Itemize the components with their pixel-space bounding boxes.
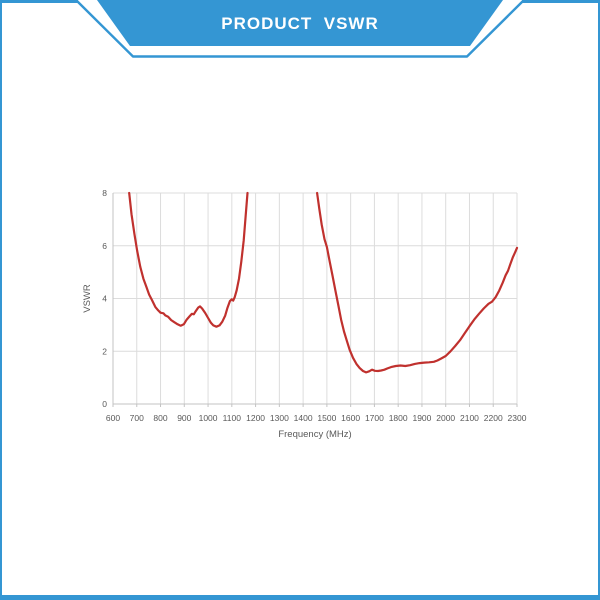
banner-title: PRODUCT VSWR	[221, 14, 379, 33]
x-tick-label: 2000	[436, 413, 455, 423]
x-tick-label: 1500	[317, 413, 336, 423]
banner-ribbon-outline	[75, 0, 525, 58]
banner-top-strip-right	[522, 0, 600, 3]
vswr-curve	[128, 191, 519, 374]
x-tick-label: 1100	[223, 413, 242, 423]
y-tick-label: 8	[102, 188, 107, 198]
x-tick-label: 600	[106, 413, 120, 423]
page-border-bottom	[0, 595, 600, 600]
x-tick-label: 1900	[412, 413, 431, 423]
x-tick-label: 1300	[270, 413, 289, 423]
axis-lines	[112, 193, 518, 407]
x-tick-label: 1200	[246, 413, 265, 423]
y-tick-label: 0	[102, 399, 107, 409]
y-tick-label: 4	[102, 294, 107, 304]
x-tick-label: 700	[130, 413, 144, 423]
x-tick-label: 800	[153, 413, 167, 423]
banner-ribbon-graphic	[0, 0, 600, 58]
banner-top-strip-left	[0, 0, 78, 3]
banner-trapezoid	[97, 0, 503, 46]
x-tick-label: 1600	[341, 413, 360, 423]
page-border-left	[0, 0, 2, 600]
x-tick-label: 2200	[484, 413, 503, 423]
x-tick-label: 1700	[365, 413, 384, 423]
y-tick-label: 2	[102, 346, 107, 356]
x-tick-label: 1800	[389, 413, 408, 423]
x-tick-label: 1400	[294, 413, 313, 423]
vswr-curve-segment	[316, 191, 519, 374]
y-axis-labels: 0 2 4 6 8	[102, 188, 107, 409]
x-tick-label: 900	[177, 413, 191, 423]
y-tick-label: 6	[102, 241, 107, 251]
x-axis-title: Frequency (MHz)	[278, 429, 351, 440]
y-axis-title: VSWR	[82, 284, 93, 313]
grid-lines	[112, 192, 518, 405]
header-banner: PRODUCT VSWR	[0, 0, 600, 62]
x-axis-labels: 600 700 800 900 1000 1100 1200 1300 1400 1500 1600…	[106, 413, 527, 423]
vswr-curve-segment	[128, 191, 249, 328]
x-tick-label: 2300	[508, 413, 527, 423]
x-tick-label: 1000	[199, 413, 218, 423]
page-border-right	[598, 0, 600, 600]
x-tick-label: 2100	[460, 413, 479, 423]
